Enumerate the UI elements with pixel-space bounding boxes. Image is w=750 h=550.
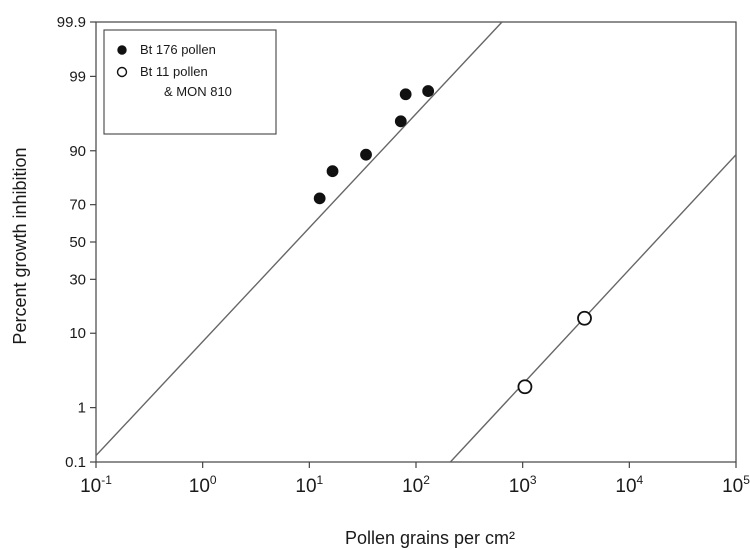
data-point-bt176 xyxy=(360,148,372,161)
y-tick-label: 10 xyxy=(69,325,86,342)
legend-box xyxy=(103,29,277,135)
legend-label: Bt 176 pollen xyxy=(140,42,216,57)
fit-line-1 xyxy=(96,22,503,457)
y-axis-label: Percent growth inhibition xyxy=(10,147,30,344)
y-axis-ticks: 0.1 1 10 30 50 70 90 99 99.9 xyxy=(57,14,96,471)
x-tick-label: 101 xyxy=(295,473,323,497)
x-tick-label: 102 xyxy=(402,473,430,497)
y-tick-label: 1 xyxy=(78,400,86,417)
x-axis-ticks: 10-1 100 101 102 103 104 105 xyxy=(80,462,750,497)
data-point-bt176 xyxy=(422,85,435,97)
y-tick-label: 99 xyxy=(69,68,86,85)
legend-marker-1 xyxy=(117,45,127,55)
data-point-bt176 xyxy=(399,88,412,101)
data-point-bt176 xyxy=(313,192,326,205)
legend-label: Bt 11 pollen xyxy=(140,64,208,79)
data-point-bt176 xyxy=(326,165,339,178)
legend-label: & MON 810 xyxy=(164,84,232,99)
y-tick-label: 99.9 xyxy=(57,14,86,31)
legend-marker-2 xyxy=(116,66,128,78)
x-axis-label: Pollen grains per cm² xyxy=(345,528,515,548)
y-tick-label: 50 xyxy=(69,234,86,251)
data-point-bt176 xyxy=(394,115,407,128)
x-tick-label: 100 xyxy=(189,473,217,497)
data-point-bt11 xyxy=(517,379,533,395)
fit-lines xyxy=(96,22,736,462)
x-tick-label: 10-1 xyxy=(80,473,112,497)
x-tick-label: 103 xyxy=(509,473,537,497)
legend: Bt 176 pollen Bt 11 pollen & MON 810 xyxy=(103,29,277,135)
y-tick-label: 90 xyxy=(69,143,86,160)
x-tick-label: 104 xyxy=(615,473,643,497)
data-point-bt11 xyxy=(577,310,592,326)
x-tick-label: 105 xyxy=(722,473,750,497)
fit-line-2 xyxy=(449,154,736,462)
data-points xyxy=(313,85,592,395)
y-tick-label: 0.1 xyxy=(65,454,86,471)
y-tick-label: 30 xyxy=(69,271,86,288)
y-tick-label: 70 xyxy=(69,197,86,214)
